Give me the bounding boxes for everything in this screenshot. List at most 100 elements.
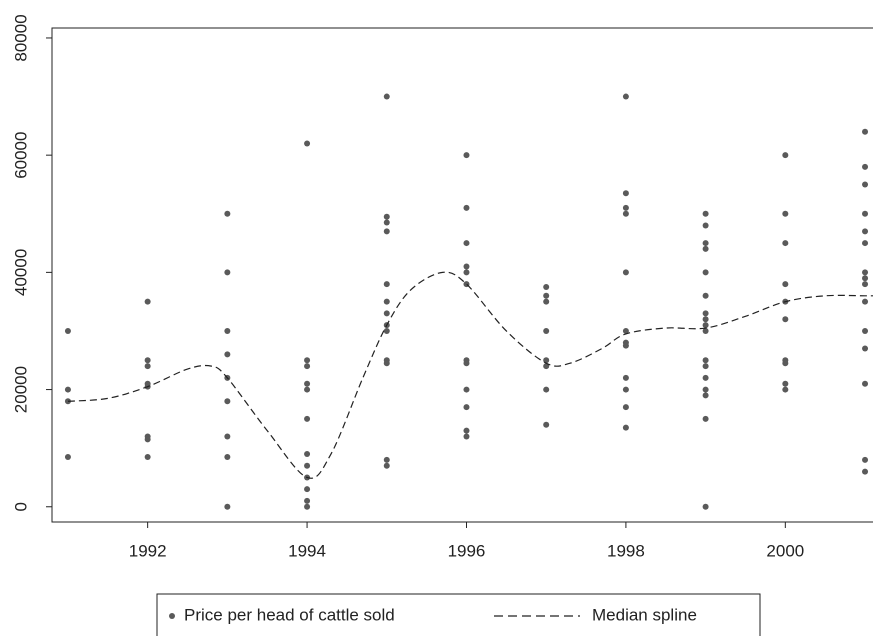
data-point bbox=[782, 281, 789, 288]
y-tick-label: 0 bbox=[11, 502, 30, 511]
data-point bbox=[144, 436, 151, 443]
data-point bbox=[702, 245, 709, 252]
data-point bbox=[463, 204, 470, 211]
data-point bbox=[702, 316, 709, 323]
data-point bbox=[862, 228, 869, 235]
data-point bbox=[463, 269, 470, 276]
y-tick-label: 60000 bbox=[11, 132, 30, 179]
data-point bbox=[862, 181, 869, 188]
data-point bbox=[702, 392, 709, 399]
data-point bbox=[64, 386, 71, 393]
data-point bbox=[383, 310, 390, 317]
spline-line bbox=[67, 271, 873, 479]
data-point bbox=[304, 415, 311, 422]
data-point bbox=[304, 451, 311, 458]
data-point bbox=[64, 327, 71, 334]
data-point bbox=[144, 453, 151, 460]
data-point bbox=[622, 386, 629, 393]
y-tick-label: 20000 bbox=[11, 366, 30, 413]
data-point bbox=[543, 357, 550, 364]
data-point bbox=[862, 456, 869, 463]
x-tick-label: 1998 bbox=[607, 541, 645, 560]
data-point bbox=[543, 284, 550, 291]
data-point bbox=[862, 163, 869, 170]
data-point bbox=[304, 486, 311, 493]
data-point bbox=[622, 424, 629, 431]
data-point bbox=[862, 269, 869, 276]
data-point bbox=[702, 374, 709, 381]
data-point bbox=[702, 210, 709, 217]
data-point bbox=[463, 360, 470, 367]
data-point bbox=[224, 453, 231, 460]
y-tick-label: 80000 bbox=[11, 14, 30, 61]
data-point bbox=[224, 210, 231, 217]
data-point bbox=[383, 281, 390, 288]
data-point bbox=[543, 292, 550, 299]
data-point bbox=[622, 190, 629, 197]
data-point bbox=[304, 462, 311, 469]
x-tick-label: 1994 bbox=[288, 541, 326, 560]
data-point bbox=[782, 240, 789, 247]
data-point bbox=[463, 427, 470, 434]
data-point bbox=[463, 433, 470, 440]
data-point bbox=[543, 327, 550, 334]
data-point bbox=[224, 503, 231, 510]
data-point bbox=[383, 93, 390, 100]
data-point bbox=[64, 453, 71, 460]
data-point bbox=[224, 327, 231, 334]
data-point bbox=[862, 281, 869, 288]
data-point bbox=[543, 363, 550, 370]
data-point bbox=[782, 210, 789, 217]
data-point bbox=[304, 357, 311, 364]
data-point bbox=[702, 357, 709, 364]
data-point bbox=[702, 503, 709, 510]
data-point bbox=[862, 345, 869, 352]
data-point bbox=[782, 386, 789, 393]
data-point bbox=[622, 204, 629, 211]
data-point bbox=[463, 263, 470, 270]
data-point bbox=[702, 363, 709, 370]
data-point bbox=[862, 128, 869, 135]
data-point bbox=[383, 219, 390, 226]
data-point bbox=[862, 210, 869, 217]
legend-label: Median spline bbox=[592, 605, 697, 624]
data-point bbox=[383, 456, 390, 463]
data-point bbox=[622, 374, 629, 381]
data-point bbox=[622, 327, 629, 334]
data-point bbox=[862, 327, 869, 334]
data-point bbox=[543, 298, 550, 305]
data-point bbox=[702, 310, 709, 317]
data-point bbox=[304, 497, 311, 504]
data-point bbox=[463, 152, 470, 159]
data-point bbox=[543, 386, 550, 393]
data-point bbox=[383, 462, 390, 469]
data-point bbox=[702, 269, 709, 276]
data-point bbox=[144, 363, 151, 370]
data-point bbox=[543, 421, 550, 428]
data-point bbox=[383, 298, 390, 305]
data-point bbox=[702, 322, 709, 329]
data-point bbox=[862, 275, 869, 282]
data-point bbox=[304, 363, 311, 370]
data-point bbox=[383, 213, 390, 220]
data-point bbox=[383, 228, 390, 235]
data-point bbox=[862, 380, 869, 387]
data-point bbox=[782, 360, 789, 367]
data-point bbox=[862, 298, 869, 305]
data-point bbox=[463, 386, 470, 393]
data-point bbox=[144, 298, 151, 305]
data-point bbox=[782, 152, 789, 159]
data-point bbox=[702, 327, 709, 334]
data-point bbox=[383, 327, 390, 334]
x-tick-label: 1992 bbox=[129, 541, 167, 560]
data-point bbox=[224, 433, 231, 440]
data-point bbox=[224, 269, 231, 276]
legend-box bbox=[156, 593, 761, 636]
data-point bbox=[782, 380, 789, 387]
data-point bbox=[304, 380, 311, 387]
data-point bbox=[782, 316, 789, 323]
data-point bbox=[304, 140, 311, 147]
data-point bbox=[702, 415, 709, 422]
y-tick-label: 40000 bbox=[11, 249, 30, 296]
